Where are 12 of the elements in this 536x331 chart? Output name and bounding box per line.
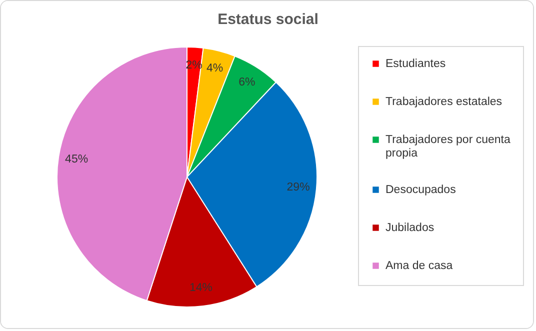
legend-label: Trabajadores por cuenta propia bbox=[386, 134, 511, 160]
legend-label: Desocupados bbox=[386, 184, 456, 196]
legend-label: Estudiantes bbox=[386, 58, 446, 70]
data-label: 14% bbox=[189, 282, 213, 294]
legend-label: Ama de casa bbox=[386, 260, 454, 272]
data-label: 45% bbox=[65, 154, 88, 166]
data-label: 4% bbox=[206, 62, 224, 75]
legend-label: Trabajadores estatales bbox=[386, 96, 502, 108]
legend-label: Jubilados bbox=[386, 222, 434, 234]
chart-title: Estatus social bbox=[218, 11, 318, 28]
data-label: 6% bbox=[238, 76, 256, 89]
data-label: 29% bbox=[286, 182, 310, 194]
